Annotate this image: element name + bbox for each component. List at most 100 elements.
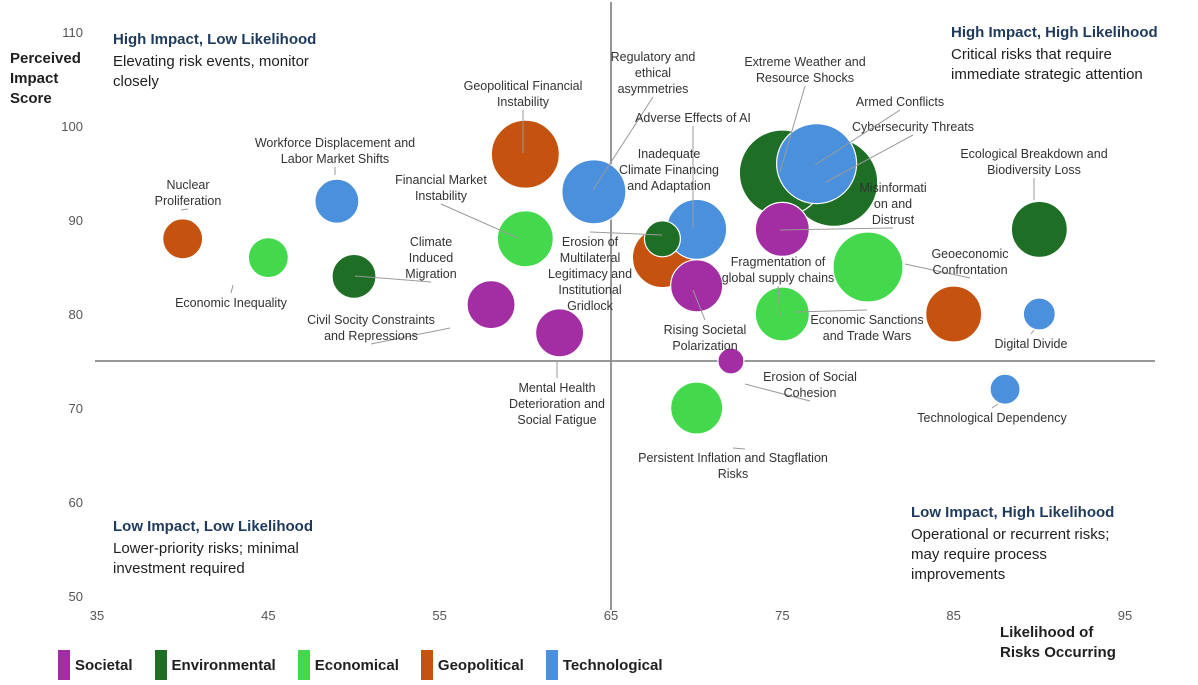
bubble-societal	[466, 280, 516, 330]
leader-line	[230, 284, 234, 294]
quadrant-desc-lo-hi: Operational or recurrent risks; may requi…	[911, 526, 1109, 583]
bubble-label: Mental Health Deterioration and Social Fat…	[509, 381, 605, 427]
bubble-geopolitical	[925, 285, 983, 343]
x-tick-label: 95	[1118, 608, 1132, 623]
legend-label: Economical	[314, 656, 399, 674]
y-tick-label: 110	[62, 25, 83, 40]
leader-line	[794, 309, 868, 313]
bubble-geopolitical	[162, 218, 204, 260]
bubble-label: Misinformati on and Distrust	[859, 181, 926, 227]
x-tick-label: 55	[432, 608, 446, 623]
bubble-economical	[832, 231, 904, 303]
bubble-label: Erosion of Social Cohesion	[763, 370, 857, 400]
bubble-environmental	[331, 253, 377, 299]
legend-item: Geopolitical	[420, 650, 524, 680]
leader-line	[592, 96, 654, 191]
bubble-label: Geoeconomic Confrontation	[931, 247, 1008, 277]
legend-swatch	[58, 650, 70, 680]
quadrant-title-lo-lo: Low Impact, Low Likelihood	[113, 518, 313, 535]
legend-label: Technological	[562, 656, 663, 674]
legend-item: Technological	[545, 650, 663, 680]
legend-swatch	[154, 650, 167, 680]
bubble-technological	[989, 373, 1021, 405]
bubble-label: Regulatory and ethical asymmetries	[611, 50, 696, 96]
bubble-economical	[496, 210, 554, 268]
leader-line	[589, 231, 663, 236]
bubble-societal	[717, 347, 745, 375]
bubble-environmental	[1010, 200, 1068, 258]
bubble-label: Erosion of Multilateral Legitimacy and Inst…	[548, 235, 632, 313]
bubble-label: Workforce Displacement and Labor Market S…	[255, 136, 415, 166]
quadrant-title-lo-hi: Low Impact, High Likelihood	[911, 504, 1114, 521]
legend-swatch	[297, 650, 310, 680]
bubble-societal	[534, 308, 585, 358]
leader-line	[814, 109, 901, 166]
bubble-technological	[561, 159, 627, 225]
leader-line	[991, 403, 999, 409]
bubble-economical	[670, 381, 724, 435]
leader-line	[370, 327, 451, 345]
leader-line	[440, 203, 519, 239]
bubble-label: Economic Inequality	[175, 296, 288, 310]
legend-label: Geopolitical	[437, 656, 524, 674]
bubble-label: Climate Induced Migration	[405, 235, 456, 281]
leader-line	[180, 208, 189, 211]
legend-swatch	[545, 650, 558, 680]
bubble-label: Geopolitical Financial Instability	[464, 79, 583, 109]
bubble-label: Economic Sanctions and Trade Wars	[810, 313, 923, 343]
quadrant-title-hi-lo: High Impact, Low Likelihood	[113, 31, 316, 48]
bubble-label: Fragmentation of global supply chains	[722, 255, 835, 285]
y-tick-label: 50	[69, 589, 83, 604]
legend-label: Environmental	[171, 656, 276, 674]
bubble-label: Financial Market Instability	[395, 173, 487, 203]
x-tick-label: 75	[775, 608, 789, 623]
x-tick-label: 45	[261, 608, 275, 623]
bubble-label: Technological Dependency	[917, 411, 1067, 425]
bubble-label: Nuclear Proliferation	[155, 178, 222, 208]
y-tick-label: 100	[61, 119, 83, 134]
bubble-technological	[1022, 297, 1056, 331]
legend: Societal Environmental Economical Geopoliti…	[58, 650, 685, 680]
quadrant-desc-lo-lo: Lower-priority risks; minimal investment …	[113, 540, 299, 577]
bubble-label: Cybersecurity Threats	[852, 120, 974, 134]
leader-line	[1030, 329, 1035, 335]
legend-item: Economical	[297, 650, 399, 680]
bubble-label: Digital Divide	[995, 337, 1068, 351]
leader-line	[354, 275, 432, 283]
bubble-technological	[314, 178, 360, 224]
x-tick-label: 85	[946, 608, 960, 623]
bubble-societal	[670, 259, 724, 313]
leader-line	[744, 383, 811, 402]
legend-item: Environmental	[154, 650, 276, 680]
legend-item: Societal	[58, 650, 133, 680]
quadrant-title-hi-hi: High Impact, High Likelihood	[951, 24, 1158, 41]
leader-line	[777, 285, 781, 317]
bubble-geopolitical	[490, 119, 560, 189]
leader-line	[825, 134, 914, 183]
y-axis-title: Perceived Impact Score	[10, 50, 81, 107]
x-tick-label: 65	[604, 608, 618, 623]
legend-label: Societal	[75, 656, 133, 674]
bubble-label: Extreme Weather and Resource Shocks	[744, 55, 865, 85]
quadrant-desc-hi-hi: Critical risks that require immediate str…	[951, 46, 1143, 83]
bubble-label: Armed Conflicts	[856, 95, 944, 109]
leader-line	[692, 289, 706, 321]
bubble-label: Civil Socity Constraints and Repressions	[307, 313, 435, 343]
bubble-environmental	[643, 220, 682, 258]
y-tick-label: 90	[69, 213, 83, 228]
bubble-economical	[247, 237, 289, 279]
y-tick-label: 80	[69, 307, 83, 322]
leader-line	[732, 447, 746, 450]
x-tick-label: 35	[90, 608, 104, 623]
bubble-label: Rising Societal Polarization	[664, 323, 747, 353]
leader-line	[779, 85, 806, 173]
legend-swatch	[420, 650, 433, 680]
bubble-label: Persistent Inflation and Stagflation Risk…	[638, 451, 828, 481]
y-tick-label: 70	[69, 401, 83, 416]
bubble-label: Inadequate Climate Financing and Adaptatio…	[619, 147, 719, 193]
leader-line	[904, 263, 971, 279]
quadrant-desc-hi-lo: Elevating risk events, monitor closely	[113, 53, 309, 90]
x-axis-title: Likelihood of Risks Occurring	[1000, 624, 1116, 661]
bubble-economical	[754, 286, 810, 342]
